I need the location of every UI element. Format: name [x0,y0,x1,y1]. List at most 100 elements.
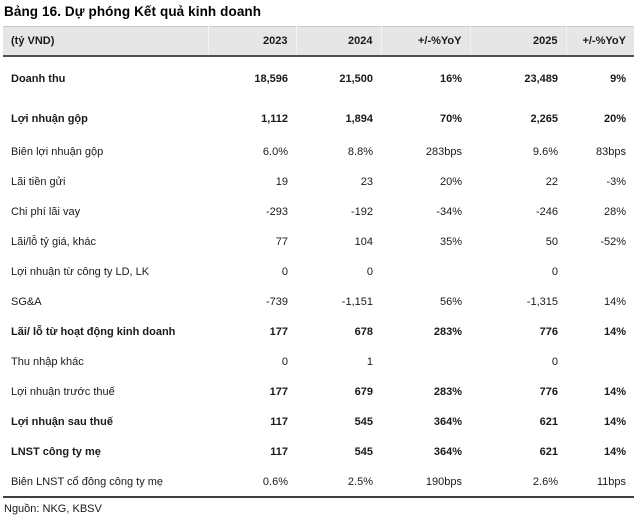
cell-value: 545 [354,416,373,428]
cell-value: 50 [545,236,558,248]
cell-value: 35% [439,236,462,248]
cell-value: 28% [603,206,626,218]
cell-value: 21,500 [339,72,373,85]
cell-value: 19 [275,176,288,188]
cell-value: 177 [269,386,288,398]
cell-value: 776 [539,326,558,338]
table-row: Lãi tiền gửi 19 23 20% 22 -3% [3,167,634,197]
cell-value: -1,315 [526,296,558,308]
table-row: Lợi nhuận trước thuế 177 679 283% 776 14% [3,377,634,407]
cell-value: 1,112 [261,112,288,125]
row-label: Lãi/ lỗ từ hoạt động kinh doanh [11,326,176,338]
cell-value: 14% [603,296,626,308]
cell-value: 77 [275,236,288,248]
cell-value: 364% [433,416,462,428]
row-label: LNST công ty mẹ [11,446,101,458]
table-row: Biên LNST cổ đông công ty mẹ 0.6% 2.5% 190b… [3,467,634,497]
cell-value: 283% [433,386,462,398]
cell-value [566,257,634,287]
column-header-yoy-2024: +/-%YoY [380,26,470,56]
cell-value [381,257,470,287]
table-row: Lãi/lỗ tỷ giá, khác 77 104 35% 50 -52% [3,227,634,257]
cell-value: 1,894 [345,112,373,125]
cell-value: 0.6% [262,475,288,488]
cell-value: -246 [535,206,558,218]
cell-value: 11bps [596,475,626,488]
cell-value: 679 [354,386,373,398]
cell-value: 9.6% [532,146,558,158]
cell-value: 117 [270,446,288,458]
cell-value: 18,596 [254,72,288,85]
table-row: Doanh thu 18,596 21,500 16% 23,489 9% [3,56,634,100]
cell-value: 0 [281,266,288,278]
row-label: Chi phí lãi vay [11,206,81,218]
column-header-2025: 2025 [469,26,566,56]
row-label: Thu nhập khác [11,356,84,368]
table-row: Lợi nhuận gộp 1,112 1,894 70% 2,265 20% [3,100,634,137]
row-label: Biên lợi nhuận gộp [11,146,104,158]
row-label: Lãi/lỗ tỷ giá, khác [11,236,96,248]
cell-value: 2.6% [532,475,558,488]
page-title: Bảng 16. Dự phóng Kết quả kinh doanh [4,4,262,19]
cell-value: 2,265 [530,112,558,125]
cell-value: 117 [270,416,288,428]
column-header-2024: 2024 [295,26,381,56]
cell-value: 14% [603,446,626,458]
cell-value: 14% [603,386,626,398]
table-row: Biên lợi nhuận gộp 6.0% 8.8% 283bps 9.6% 83bp… [3,137,634,167]
table-row: LNST công ty mẹ 117 545 364% 621 14% [3,437,634,467]
cell-value: -1,151 [341,296,373,308]
cell-value: 190bps [425,475,462,488]
cell-value: 56% [439,296,462,308]
cell-value: -739 [265,296,288,308]
row-label: Lợi nhuận từ công ty LD, LK [11,266,150,278]
column-header-yoy-2025: +/-%YoY [565,26,634,56]
cell-value: 20% [603,112,626,125]
table-row: Chi phí lãi vay -293 -192 -34% -246 28% [3,197,634,227]
row-label: SG&A [11,296,42,308]
cell-value: 0 [366,266,373,278]
column-header-unit: (tỷ VND) [11,35,55,47]
cell-value: 678 [354,326,373,338]
table-header: (tỷ VND) 2023 2024 +/-%YoY 2025 +/-%YoY [3,26,634,56]
row-label: Biên LNST cổ đông công ty mẹ [11,475,164,488]
cell-value: 9% [610,72,626,85]
cell-value: 22 [545,176,558,188]
source-note: Nguồn: NKG, KBSV [4,503,102,515]
table-row: Lãi/ lỗ từ hoạt động kinh doanh 177 678 283… [3,317,634,347]
row-label: Lợi nhuận trước thuế [11,386,115,398]
cell-value: -52% [600,236,626,248]
cell-value [566,347,634,377]
cell-value: 0 [281,356,288,368]
cell-value: 2.5% [347,475,373,488]
cell-value: 283% [433,326,462,338]
table-row: Thu nhập khác 0 1 0 [3,347,634,377]
cell-value: 283bps [425,146,462,158]
row-label: Doanh thu [11,72,66,85]
cell-value: 621 [539,446,558,458]
cell-value: -192 [350,206,373,218]
cell-value: 0 [551,356,558,368]
cell-value: 14% [603,416,626,428]
cell-value: 104 [354,236,373,248]
header-row: (tỷ VND) 2023 2024 +/-%YoY 2025 +/-%YoY [3,26,634,56]
cell-value: 16% [439,72,462,85]
cell-value: -34% [436,206,462,218]
cell-value: 83bps [596,146,626,158]
cell-value: -3% [606,176,626,188]
cell-value: 20% [439,176,462,188]
cell-value: 23,489 [524,72,558,85]
financial-table: (tỷ VND) 2023 2024 +/-%YoY 2025 +/-%YoY … [3,26,634,498]
cell-value: 177 [269,326,288,338]
cell-value: 23 [360,176,373,188]
cell-value: 545 [354,446,373,458]
cell-value: 364% [433,446,462,458]
row-label: Lãi tiền gửi [11,176,66,188]
table-row: SG&A -739 -1,151 56% -1,315 14% [3,287,634,317]
cell-value: 70% [439,112,462,125]
cell-value: 14% [603,326,626,338]
row-label: Lợi nhuận gộp [11,112,88,125]
cell-value: 1 [366,356,373,368]
column-header-2023: 2023 [207,26,296,56]
